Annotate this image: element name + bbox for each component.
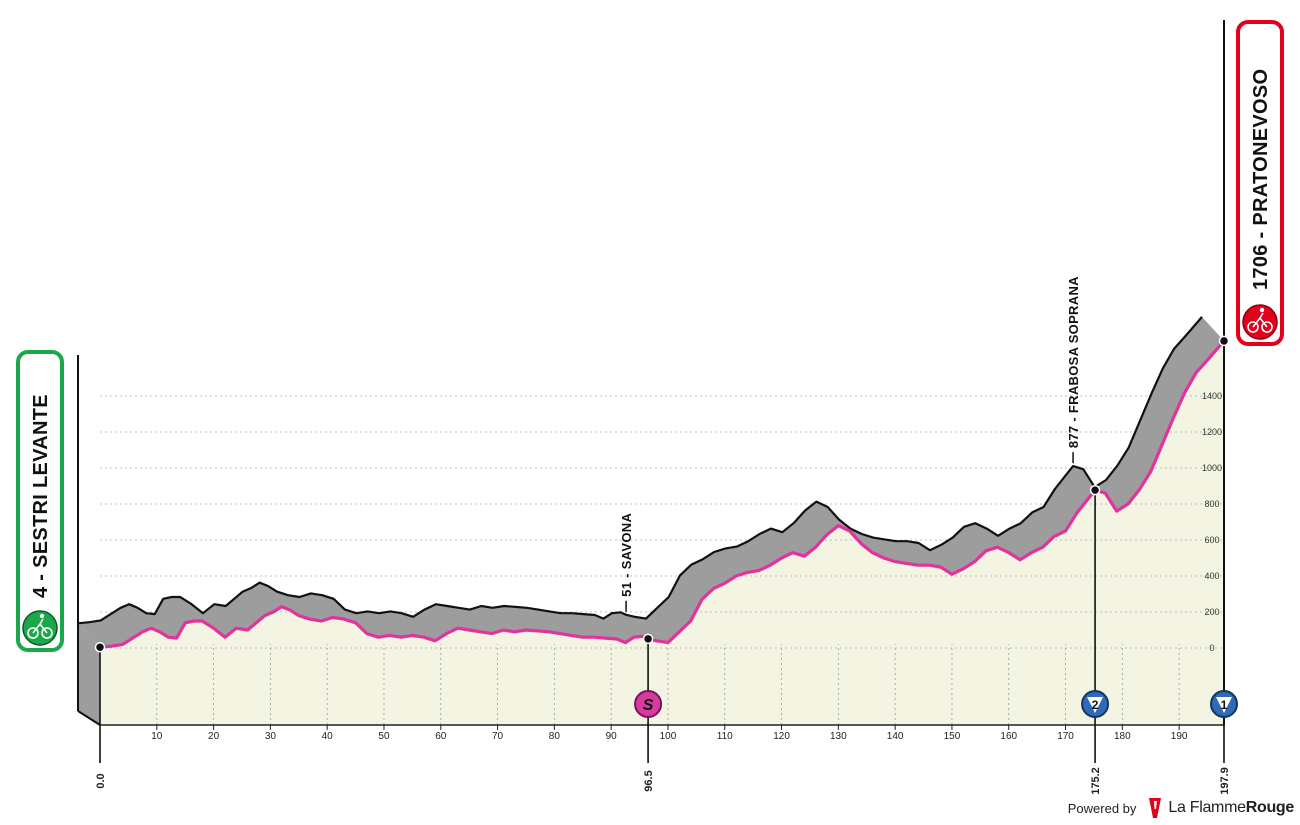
x-tick-label-110: 110 (717, 731, 733, 742)
x-tick-label-70: 70 (492, 731, 504, 742)
start-wheel-left-icon (27, 627, 39, 639)
key-dot-0 (94, 642, 106, 653)
key-km-label-1: 96.5 (643, 770, 655, 791)
brand-name: La FlammeRouge (1168, 799, 1294, 817)
start-bike-frame-icon (32, 618, 48, 634)
x-tick-label-60: 60 (435, 731, 447, 742)
key-dot-2 (1089, 484, 1101, 496)
finish-rider-head-icon (1259, 307, 1265, 313)
y-tick-label-600: 600 (1204, 535, 1219, 545)
flame-logo-icon (1149, 798, 1162, 818)
start-badge (16, 350, 64, 652)
key-km-label-3: 197.9 (1219, 767, 1231, 795)
x-tick-label-160: 160 (1000, 731, 1017, 742)
y-tick-label-800: 800 (1204, 499, 1219, 509)
x-tick-label-120: 120 (773, 731, 790, 742)
x-tick-label-140: 140 (887, 731, 904, 742)
y-tick-label-0: 0 (1209, 643, 1214, 653)
x-tick-label-190: 190 (1171, 731, 1188, 742)
x-tick-label-180: 180 (1114, 731, 1131, 742)
key-km-label-0: 0.0 (95, 773, 107, 788)
x-tick-label-130: 130 (830, 731, 847, 742)
key-dot-3 (1218, 335, 1230, 347)
brand-light: La Flamme (1168, 799, 1246, 816)
y-tick-label-1200: 1200 (1202, 427, 1222, 437)
x-tick-label-10: 10 (151, 731, 163, 742)
y-tick-label-400: 400 (1204, 571, 1219, 581)
climb-category-label-1: 1 (1221, 698, 1228, 712)
x-tick-label-170: 170 (1057, 731, 1074, 742)
x-tick-label-80: 80 (549, 731, 561, 742)
finish-wheel-right-icon (1261, 321, 1273, 333)
finish-bike-frame-icon (1252, 312, 1268, 328)
pass-label-0: 51 - SAVONA (619, 513, 634, 597)
start-rider-head-icon (39, 613, 45, 619)
start-cyclist-icon (22, 610, 58, 646)
sprint-badge-icon (634, 690, 663, 718)
finish-label: 1706 - PRATONEVOSO (1250, 69, 1272, 290)
y-tick-label-1400: 1400 (1202, 391, 1222, 401)
profile-shadow-edge (77, 316, 1203, 625)
brand-bold: Rouge (1245, 799, 1295, 816)
profile-shadow-band (78, 316, 1224, 648)
profile-line (99, 339, 1226, 649)
start-wheel-right-icon (41, 627, 53, 639)
pass-label-1: 877 - FRABOSA SOPRANA (1066, 276, 1081, 448)
profile-side-wall (78, 623, 100, 725)
x-tick-label-150: 150 (944, 731, 961, 742)
x-tick-label-90: 90 (606, 731, 618, 742)
x-tick-label-30: 30 (265, 731, 277, 742)
side-wall-base-edge (77, 710, 101, 726)
profile-area (100, 340, 1224, 725)
powered-by-text: Powered by (1067, 800, 1137, 816)
start-label: 4 - SESTRI LEVANTE (30, 394, 52, 598)
climb-triangle-icon-1 (1216, 697, 1232, 713)
footer-credit: Powered by La FlammeRouge (1068, 797, 1294, 819)
sprint-badge-label: S (643, 697, 654, 714)
x-tick-label-50: 50 (378, 731, 390, 742)
key-km-label-2: 175.2 (1090, 767, 1102, 795)
y-tick-label-1000: 1000 (1202, 463, 1222, 473)
finish-cyclist-icon (1242, 304, 1278, 340)
finish-wheel-left-icon (1247, 321, 1259, 333)
x-tick-label-100: 100 (660, 731, 677, 742)
y-tick-label-200: 200 (1204, 607, 1219, 617)
climb-category-label-2: 2 (1092, 698, 1099, 712)
x-tick-label-20: 20 (208, 731, 220, 742)
key-dot-1 (642, 633, 654, 645)
x-tick-label-40: 40 (322, 731, 334, 742)
climb-triangle-icon-2 (1087, 697, 1104, 713)
finish-badge (1236, 20, 1284, 346)
